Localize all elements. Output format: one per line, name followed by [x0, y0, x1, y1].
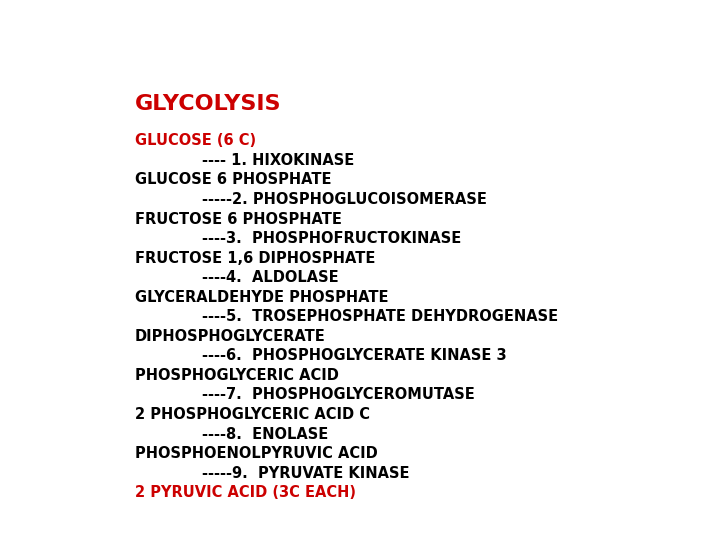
Text: GLYCOLYSIS: GLYCOLYSIS	[135, 94, 281, 114]
Text: GLUCOSE (6 C): GLUCOSE (6 C)	[135, 133, 256, 148]
Text: ----8.  ENOLASE: ----8. ENOLASE	[202, 427, 328, 442]
Text: PHOSPHOGLYCERIC ACID: PHOSPHOGLYCERIC ACID	[135, 368, 338, 383]
Text: GLYCERALDEHYDE PHOSPHATE: GLYCERALDEHYDE PHOSPHATE	[135, 290, 388, 305]
Text: 2 PYRUVIC ACID (3C EACH): 2 PYRUVIC ACID (3C EACH)	[135, 485, 356, 500]
Text: ----4.  ALDOLASE: ----4. ALDOLASE	[202, 270, 338, 285]
Text: ----3.  PHOSPHOFRUCTOKINASE: ----3. PHOSPHOFRUCTOKINASE	[202, 231, 461, 246]
Text: FRUCTOSE 1,6 DIPHOSPHATE: FRUCTOSE 1,6 DIPHOSPHATE	[135, 251, 375, 266]
Text: -----9.  PYRUVATE KINASE: -----9. PYRUVATE KINASE	[202, 465, 409, 481]
Text: FRUCTOSE 6 PHOSPHATE: FRUCTOSE 6 PHOSPHATE	[135, 212, 341, 227]
Text: ---- 1. HIXOKINASE: ---- 1. HIXOKINASE	[202, 153, 354, 168]
Text: 2 PHOSPHOGLYCERIC ACID C: 2 PHOSPHOGLYCERIC ACID C	[135, 407, 369, 422]
Text: ----6.  PHOSPHOGLYCERATE KINASE 3: ----6. PHOSPHOGLYCERATE KINASE 3	[202, 348, 506, 363]
Text: ----5.  TROSEPHOSPHATE DEHYDROGENASE: ----5. TROSEPHOSPHATE DEHYDROGENASE	[202, 309, 558, 325]
Text: -----2. PHOSPHOGLUCOISOMERASE: -----2. PHOSPHOGLUCOISOMERASE	[202, 192, 487, 207]
Text: GLUCOSE 6 PHOSPHATE: GLUCOSE 6 PHOSPHATE	[135, 172, 331, 187]
Text: DIPHOSPHOGLYCERATE: DIPHOSPHOGLYCERATE	[135, 329, 325, 344]
Text: ----7.  PHOSPHOGLYCEROMUTASE: ----7. PHOSPHOGLYCEROMUTASE	[202, 388, 474, 402]
Text: PHOSPHOENOLPYRUVIC ACID: PHOSPHOENOLPYRUVIC ACID	[135, 446, 377, 461]
